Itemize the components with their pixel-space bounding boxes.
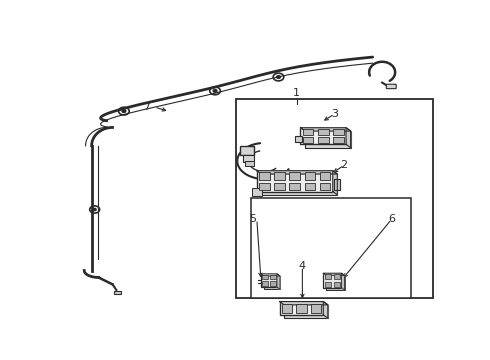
Bar <box>290 172 300 180</box>
Bar <box>305 131 351 148</box>
Circle shape <box>213 90 217 92</box>
Bar <box>252 188 262 196</box>
Bar <box>261 174 337 195</box>
Bar <box>270 282 276 286</box>
Bar <box>243 155 254 162</box>
Bar <box>334 282 340 287</box>
Text: 4: 4 <box>299 261 306 271</box>
Polygon shape <box>342 273 344 290</box>
Circle shape <box>276 76 280 78</box>
Text: 5: 5 <box>249 214 257 224</box>
Polygon shape <box>280 302 328 305</box>
Circle shape <box>122 110 126 112</box>
Polygon shape <box>346 128 351 148</box>
Bar <box>303 129 314 135</box>
Text: 1: 1 <box>293 88 300 98</box>
Text: 2: 2 <box>341 160 348 170</box>
Bar <box>259 172 270 180</box>
Bar <box>323 273 342 288</box>
Bar <box>280 302 323 315</box>
Bar <box>282 303 292 313</box>
Bar <box>326 275 344 290</box>
Bar <box>311 303 321 313</box>
Polygon shape <box>333 171 337 195</box>
Bar <box>325 282 331 287</box>
Bar <box>270 275 276 279</box>
Bar <box>241 146 254 156</box>
Bar <box>295 135 302 143</box>
Bar <box>300 128 346 144</box>
Bar <box>262 275 268 279</box>
Bar <box>264 276 280 289</box>
Text: 7: 7 <box>143 102 150 112</box>
Bar <box>320 183 330 190</box>
Polygon shape <box>257 171 337 174</box>
Bar <box>334 179 341 190</box>
Bar <box>303 137 314 143</box>
Bar <box>334 274 340 279</box>
Bar <box>274 183 285 190</box>
Bar <box>296 303 307 313</box>
Bar <box>261 274 277 287</box>
Bar <box>284 305 328 318</box>
Polygon shape <box>277 274 280 289</box>
Bar <box>274 172 285 180</box>
Bar <box>333 129 344 135</box>
Bar <box>305 183 315 190</box>
Polygon shape <box>323 273 344 275</box>
Bar <box>333 137 344 143</box>
FancyBboxPatch shape <box>386 84 396 89</box>
Bar <box>236 99 434 298</box>
Polygon shape <box>323 302 328 318</box>
Bar <box>318 129 329 135</box>
Bar <box>251 198 411 298</box>
Bar <box>245 161 254 166</box>
Polygon shape <box>261 274 280 276</box>
Circle shape <box>93 208 96 211</box>
Bar <box>325 274 331 279</box>
Bar <box>259 183 270 190</box>
Text: 6: 6 <box>388 214 395 224</box>
Bar <box>305 172 315 180</box>
Bar <box>320 172 330 180</box>
Bar <box>257 171 333 192</box>
Bar <box>318 137 329 143</box>
Bar <box>290 183 300 190</box>
Text: 3: 3 <box>331 109 338 119</box>
Polygon shape <box>300 128 351 131</box>
Bar <box>115 291 121 294</box>
Bar <box>262 282 268 286</box>
